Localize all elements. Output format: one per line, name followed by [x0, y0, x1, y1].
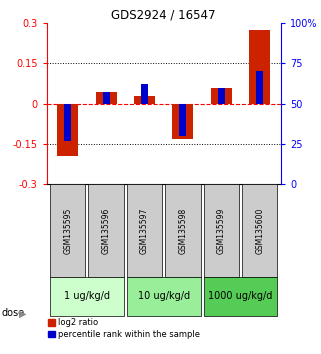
Bar	[242, 184, 277, 277]
Bar	[57, 104, 78, 156]
Bar	[96, 92, 117, 104]
Text: GSM135599: GSM135599	[217, 207, 226, 254]
Text: GSM135595: GSM135595	[63, 207, 72, 254]
Text: dose: dose	[2, 308, 25, 318]
Text: GSM135600: GSM135600	[255, 207, 264, 254]
Bar	[141, 84, 148, 104]
Bar	[50, 184, 85, 277]
Text: 10 ug/kg/d: 10 ug/kg/d	[138, 291, 190, 301]
Bar	[103, 92, 109, 104]
Title: GDS2924 / 16547: GDS2924 / 16547	[111, 9, 216, 22]
Bar	[127, 184, 162, 277]
Bar	[64, 104, 71, 141]
Bar	[211, 87, 232, 104]
Bar	[204, 277, 277, 316]
Bar	[88, 184, 124, 277]
Bar	[134, 96, 155, 104]
Text: 1000 ug/kg/d: 1000 ug/kg/d	[208, 291, 273, 301]
Bar	[256, 72, 263, 104]
Bar	[172, 104, 194, 139]
Bar	[249, 30, 270, 104]
Legend: log2 ratio, percentile rank within the sample: log2 ratio, percentile rank within the s…	[48, 318, 200, 339]
Bar	[50, 277, 124, 316]
Text: GSM135598: GSM135598	[178, 207, 187, 254]
Bar	[165, 184, 201, 277]
Bar	[127, 277, 201, 316]
Bar	[204, 184, 239, 277]
Bar	[218, 87, 225, 104]
Bar	[179, 104, 187, 136]
Text: 1 ug/kg/d: 1 ug/kg/d	[64, 291, 110, 301]
Text: GSM135596: GSM135596	[101, 207, 111, 254]
Text: ▶: ▶	[19, 308, 26, 318]
Text: GSM135597: GSM135597	[140, 207, 149, 254]
